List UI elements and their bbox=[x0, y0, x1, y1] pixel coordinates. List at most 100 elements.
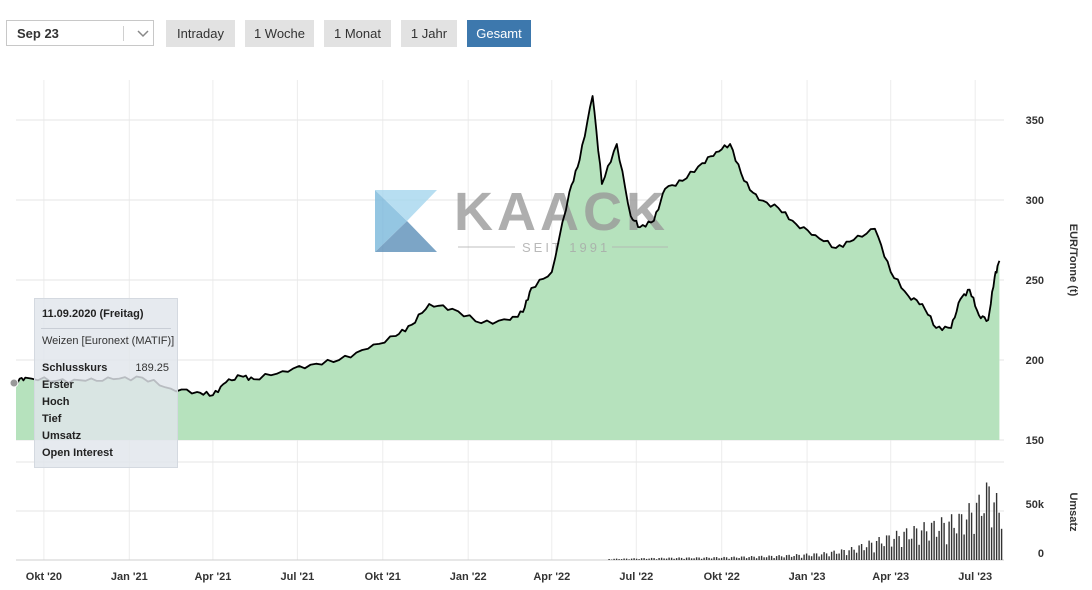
volume-bar bbox=[1000, 528, 1003, 560]
volume-bar bbox=[830, 551, 833, 560]
volume-bar bbox=[853, 549, 855, 560]
volume-bar bbox=[905, 528, 908, 560]
volume-bar bbox=[798, 554, 800, 560]
x-tick-label: Jul '21 bbox=[280, 571, 314, 583]
volume-bar bbox=[680, 557, 683, 560]
volume-bar bbox=[720, 557, 723, 560]
volume-bar bbox=[710, 558, 713, 560]
volume-bar bbox=[880, 543, 883, 560]
volume-bar bbox=[795, 554, 798, 560]
volume-bar bbox=[888, 535, 890, 560]
volume-bar bbox=[805, 553, 808, 560]
volume-bar bbox=[840, 549, 843, 560]
volume-bar bbox=[618, 559, 620, 560]
volume-bar bbox=[608, 559, 610, 560]
range-select[interactable]: Sep 23 bbox=[6, 20, 154, 46]
volume-bar bbox=[765, 557, 768, 560]
volume-bar bbox=[620, 559, 623, 560]
volume-bar bbox=[770, 555, 773, 560]
volume-bar bbox=[818, 556, 820, 560]
tooltip-high-label: Hoch bbox=[42, 396, 70, 408]
volume-bar bbox=[935, 536, 938, 560]
volume-bar bbox=[658, 558, 660, 560]
volume-bar bbox=[908, 539, 910, 560]
y-tick-label: 300 bbox=[1026, 195, 1044, 207]
volume-bar bbox=[688, 557, 690, 560]
price-area bbox=[16, 96, 1000, 440]
volume-bar bbox=[865, 547, 868, 560]
one-year-button[interactable]: 1 Jahr bbox=[401, 20, 457, 47]
volume-bar bbox=[920, 530, 923, 560]
volume-bar bbox=[995, 493, 998, 560]
x-tick-label: Jul '23 bbox=[958, 571, 992, 583]
x-tick-label: Jul '22 bbox=[619, 571, 653, 583]
volume-bar bbox=[843, 550, 845, 560]
x-tick-label: Apr '22 bbox=[533, 571, 570, 583]
volume-bar bbox=[890, 546, 893, 560]
volume-bar bbox=[845, 555, 848, 560]
volume-bar bbox=[730, 557, 733, 560]
volume-bar bbox=[855, 552, 858, 560]
one-month-button[interactable]: 1 Monat bbox=[324, 20, 391, 47]
volume-bar bbox=[990, 527, 993, 560]
tooltip-instrument: Weizen [Euronext (MATIF)] bbox=[42, 335, 175, 347]
volume-bar bbox=[715, 557, 718, 560]
volume-bar bbox=[895, 530, 898, 560]
one-week-button[interactable]: 1 Woche bbox=[245, 20, 314, 47]
x-axis-labels: Okt '20 Jan '21 Apr '21 Jul '21 Okt '21 Jan '… bbox=[26, 571, 992, 583]
volume-bar bbox=[893, 538, 895, 560]
tooltip-close-label: Schlusskurs bbox=[42, 362, 108, 374]
volume-bar bbox=[705, 557, 708, 560]
volume-bar bbox=[788, 554, 790, 560]
volume-bar bbox=[735, 557, 738, 560]
volume-bar bbox=[613, 558, 615, 560]
volume-bar bbox=[898, 536, 900, 560]
volume-axis-label: Umsatz bbox=[1067, 492, 1079, 532]
volume-bar bbox=[640, 558, 643, 560]
volume-bar bbox=[760, 555, 763, 560]
volume-bar bbox=[953, 527, 955, 560]
logo-triangle-top bbox=[375, 190, 437, 221]
volume-bar bbox=[943, 522, 945, 560]
tooltip-close-value: 189.25 bbox=[135, 362, 169, 374]
volume-bar bbox=[738, 558, 740, 560]
tooltip-low-label: Tief bbox=[42, 413, 62, 425]
chevron-down-icon bbox=[137, 30, 149, 38]
total-button[interactable]: Gesamt bbox=[467, 20, 531, 47]
volume-bar bbox=[753, 556, 755, 560]
volume-bar bbox=[938, 530, 940, 560]
volume-bar bbox=[700, 558, 703, 560]
volume-bar bbox=[863, 550, 865, 560]
volume-bar bbox=[900, 547, 903, 560]
volume-bar bbox=[968, 503, 970, 560]
y-tick-label: 150 bbox=[1026, 435, 1044, 447]
volume-bar bbox=[975, 502, 978, 560]
tooltip-open-interest-label: Open Interest bbox=[42, 447, 113, 459]
volume-bar bbox=[708, 557, 710, 560]
x-tick-label: Apr '23 bbox=[872, 571, 909, 583]
volume-bar bbox=[740, 556, 743, 560]
volume-bar bbox=[878, 537, 880, 560]
volume-bar bbox=[648, 558, 650, 560]
volume-bar bbox=[913, 526, 915, 560]
volume-bar bbox=[813, 553, 815, 560]
volume-bar bbox=[783, 557, 785, 560]
x-tick-label: Jan '22 bbox=[450, 571, 487, 583]
volume-bar bbox=[930, 522, 933, 560]
volume-bar bbox=[955, 533, 958, 560]
intraday-button[interactable]: Intraday bbox=[166, 20, 235, 47]
volume-bar bbox=[615, 558, 618, 560]
volume-tick-label: 0 bbox=[1038, 548, 1044, 560]
volume-bar bbox=[988, 486, 990, 560]
volume-bar bbox=[993, 502, 995, 560]
volume-bar bbox=[950, 514, 953, 560]
volume-bar bbox=[745, 558, 748, 560]
volume-bar bbox=[678, 557, 680, 560]
volume-bar bbox=[775, 556, 778, 560]
volume-bar bbox=[653, 558, 655, 560]
volume-bar bbox=[860, 544, 863, 560]
hover-marker bbox=[9, 378, 19, 388]
volume-bar bbox=[978, 494, 980, 560]
volume-bar bbox=[643, 558, 645, 560]
